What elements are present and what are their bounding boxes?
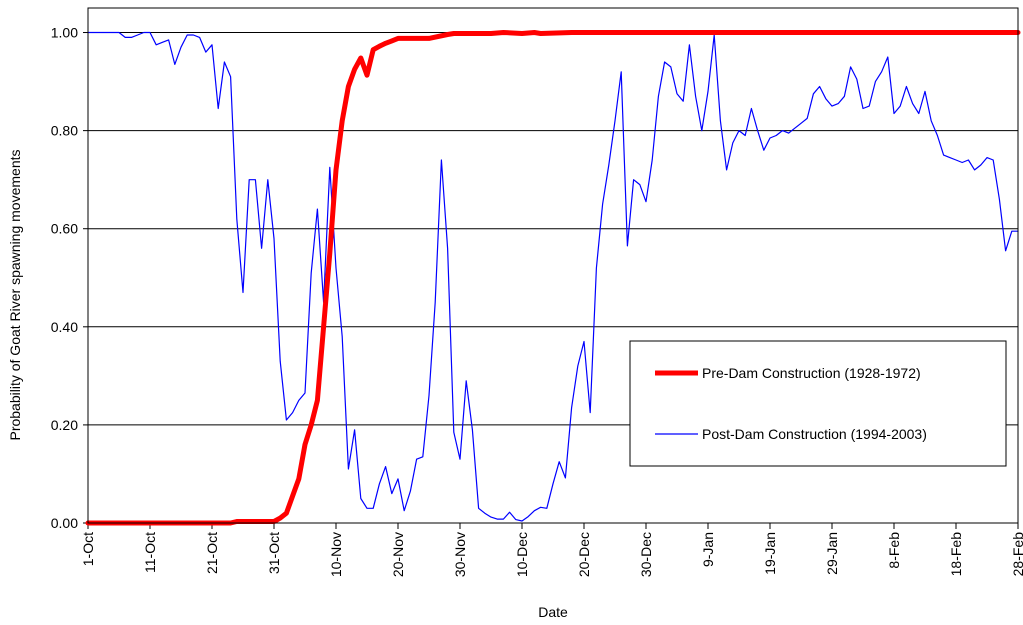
- y-tick-label: 0.40: [51, 319, 78, 335]
- y-axis-title: Probability of Goat River spawning movem…: [7, 149, 23, 440]
- x-tick-label: 10-Nov: [328, 532, 344, 577]
- legend: Pre-Dam Construction (1928-1972) Post-Da…: [629, 340, 1007, 467]
- y-tick-label: 0.20: [51, 417, 78, 433]
- x-tick-label: 28-Feb: [1010, 532, 1023, 577]
- x-tick-label: 30-Nov: [452, 532, 468, 577]
- y-tick-label: 0.80: [51, 123, 78, 139]
- legend-box: [629, 340, 1007, 467]
- x-tick-label: 20-Nov: [390, 532, 406, 577]
- x-tick-label: 21-Oct: [204, 532, 220, 574]
- y-axis-ticks: 0.00 0.20 0.40 0.60 0.80 1.00: [51, 25, 88, 531]
- x-tick-label: 29-Jan: [824, 532, 840, 575]
- x-tick-label: 31-Oct: [266, 532, 282, 574]
- legend-label-post-dam: Post-Dam Construction (1994-2003): [702, 426, 927, 442]
- series-layer: [85, 30, 1021, 526]
- x-tick-label: 30-Dec: [638, 532, 654, 577]
- y-tick-label: 1.00: [51, 25, 78, 41]
- series-line-pre-dam: [85, 30, 1021, 526]
- series-line-post-dam: [87, 31, 1019, 522]
- x-tick-label: 10-Dec: [514, 532, 530, 577]
- x-tick-label: 1-Oct: [80, 532, 96, 566]
- x-tick-label: 11-Oct: [142, 532, 158, 573]
- legend-label-pre-dam: Pre-Dam Construction (1928-1972): [702, 365, 921, 381]
- y-tick-label: 0.60: [51, 221, 78, 237]
- x-axis-ticks: 1-Oct 11-Oct 21-Oct 31-Oct 10-Nov 20-Nov 30-No…: [80, 523, 1023, 577]
- plot-area-border: [87, 7, 1019, 524]
- x-axis-title: Date: [538, 604, 568, 620]
- y-tick-label: 0.00: [51, 515, 78, 531]
- x-tick-label: 9-Jan: [700, 532, 716, 567]
- x-tick-label: 8-Feb: [886, 532, 902, 569]
- x-tick-label: 18-Feb: [948, 532, 964, 577]
- x-tick-label: 19-Jan: [762, 532, 778, 575]
- x-tick-label: 20-Dec: [576, 532, 592, 577]
